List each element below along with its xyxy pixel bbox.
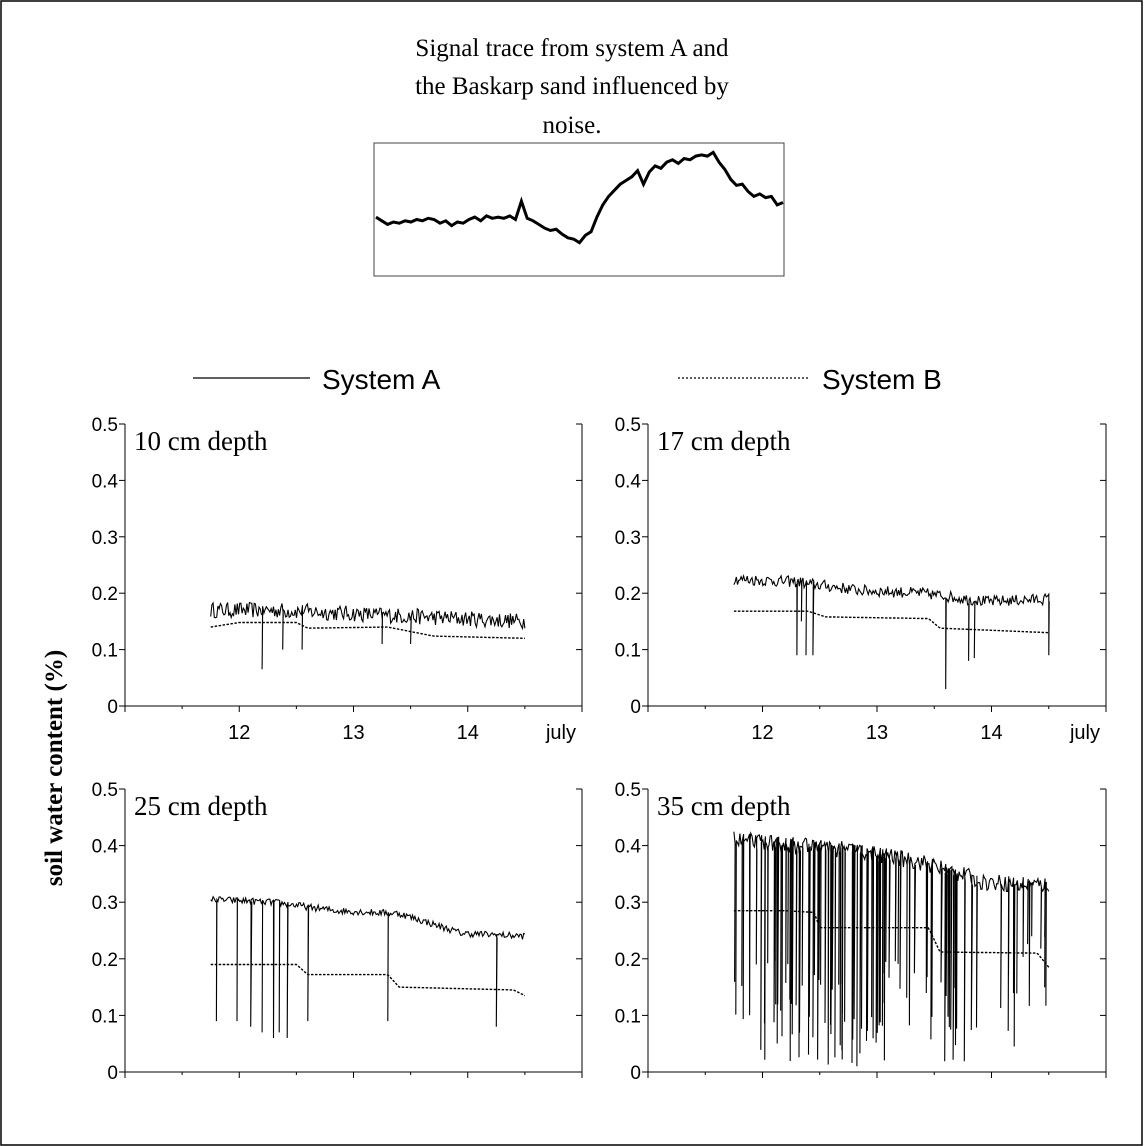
- y-tick-label: 0.4: [615, 471, 642, 492]
- y-tick-label: 0.3: [615, 893, 641, 914]
- legend-system-a-label: System A: [322, 364, 441, 395]
- series-system-a-line: [210, 895, 526, 1039]
- panel-title: 35 cm depth: [657, 791, 791, 821]
- y-tick-label: 0.5: [92, 415, 118, 436]
- inset-title-line-3: noise.: [542, 112, 601, 139]
- x-tick-label: 14: [980, 722, 1002, 744]
- inset-box: [373, 142, 785, 277]
- x-axis-label: july: [545, 722, 576, 744]
- panel-2: 0 0.1 0.2 0.3 0.4 0.5 12 13 14 july 17 cm depth: [615, 415, 1107, 744]
- y-tick-label: 0.1: [92, 1006, 118, 1027]
- series-system-b-line: [733, 910, 1050, 968]
- panel-4: 0 0.1 0.2 0.3 0.4 0.5 35 cm depth: [615, 780, 1107, 1084]
- inset-signal-trace: [375, 150, 784, 245]
- y-tick-label: 0.2: [92, 584, 118, 605]
- y-tick-label: 0.2: [92, 950, 118, 971]
- series-system-b-line: [733, 610, 1049, 634]
- y-axis-label: soil water content (%): [41, 650, 68, 886]
- panels: 0 0.1 0.2 0.3 0.4 0.5 12 13 14 july 10 cm depth 0 0.…: [92, 415, 1107, 1084]
- x-tick-label: 12: [751, 722, 773, 744]
- y-tick-label: 0.1: [615, 1006, 641, 1027]
- y-tick-label: 0.4: [92, 471, 119, 492]
- inset-title-line-1: Signal trace from system A and: [415, 35, 729, 62]
- y-tick-label: 0.2: [615, 950, 641, 971]
- panel-1: 0 0.1 0.2 0.3 0.4 0.5 12 13 14 july 10 cm depth: [92, 415, 583, 744]
- y-tick-label: 0.1: [615, 641, 641, 662]
- y-tick-label: 0.1: [92, 641, 118, 662]
- inset-title-line-2: the Baskarp sand influenced by: [415, 73, 729, 100]
- y-tick-label: 0.5: [92, 780, 118, 801]
- series-system-a-line: [733, 573, 1050, 690]
- series-system-b-line: [210, 963, 526, 997]
- y-tick-label: 0: [630, 697, 641, 718]
- y-tick-label: 0: [107, 1063, 118, 1084]
- x-tick-label: 14: [457, 722, 479, 744]
- series-system-a-line: [210, 601, 526, 670]
- x-tick-label: 13: [342, 722, 364, 744]
- y-tick-label: 0.3: [615, 528, 641, 549]
- y-tick-label: 0.5: [615, 780, 641, 801]
- y-tick-label: 0.2: [615, 584, 641, 605]
- y-tick-label: 0.4: [92, 837, 119, 858]
- y-tick-label: 0.3: [92, 528, 118, 549]
- series-system-b-line: [210, 621, 525, 639]
- legend-system-b-label: System B: [822, 364, 942, 395]
- x-tick-label: 12: [228, 722, 250, 744]
- x-tick-label: 13: [866, 722, 888, 744]
- y-tick-label: 0.4: [615, 837, 642, 858]
- panel-title: 10 cm depth: [134, 426, 268, 456]
- y-tick-label: 0.3: [92, 893, 118, 914]
- series-system-a-line: [733, 831, 1050, 1067]
- panel-title: 25 cm depth: [134, 791, 268, 821]
- panel-3: 0 0.1 0.2 0.3 0.4 0.5 25 cm depth: [92, 780, 583, 1084]
- y-tick-label: 0.5: [615, 415, 641, 436]
- panel-title: 17 cm depth: [657, 426, 791, 456]
- y-tick-label: 0: [630, 1063, 641, 1084]
- y-tick-label: 0: [107, 697, 118, 718]
- x-axis-label: july: [1069, 722, 1100, 744]
